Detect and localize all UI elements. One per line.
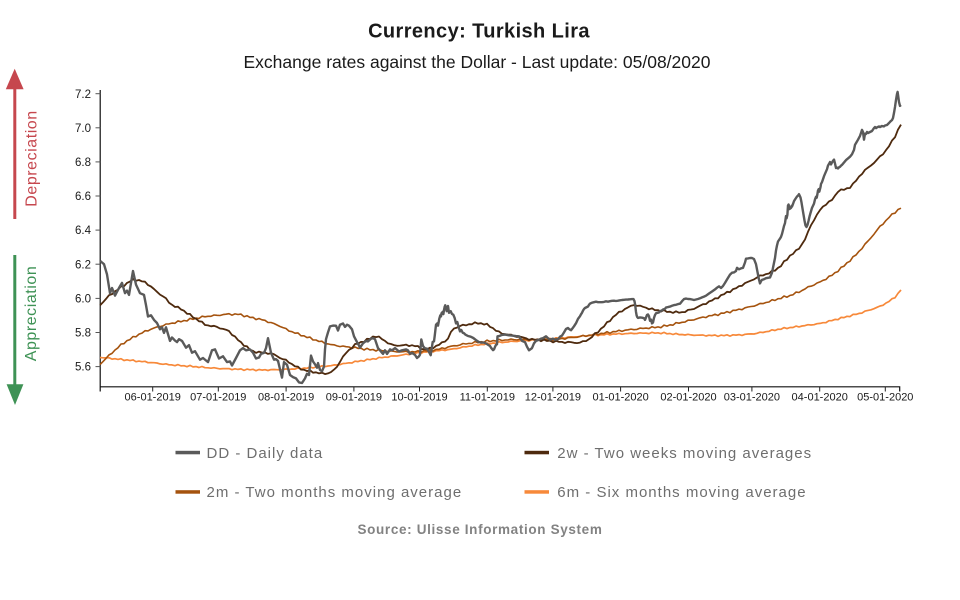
svg-text:6.2: 6.2 (75, 259, 91, 271)
svg-text:Appreciation: Appreciation (23, 266, 40, 362)
svg-text:7.2: 7.2 (75, 89, 91, 101)
svg-text:6.8: 6.8 (75, 157, 91, 169)
svg-text:7.0: 7.0 (75, 123, 91, 135)
svg-text:Currency: Turkish Lira: Currency: Turkish Lira (368, 21, 590, 43)
svg-text:11-01-2019: 11-01-2019 (460, 392, 515, 404)
svg-text:05-01-2020: 05-01-2020 (857, 392, 913, 404)
svg-text:08-01-2019: 08-01-2019 (258, 392, 314, 404)
svg-text:6.0: 6.0 (75, 294, 91, 306)
svg-text:Exchange rates against the Dol: Exchange rates against the Dollar - Last… (244, 52, 711, 72)
svg-text:2m - Two months moving average: 2m - Two months moving average (207, 484, 463, 501)
svg-text:04-01-2020: 04-01-2020 (792, 392, 848, 404)
svg-text:06-01-2019: 06-01-2019 (125, 392, 181, 404)
svg-text:09-01-2019: 09-01-2019 (326, 392, 382, 404)
svg-text:10-01-2019: 10-01-2019 (391, 392, 447, 404)
svg-text:DD - Daily data: DD - Daily data (207, 445, 324, 462)
svg-text:02-01-2020: 02-01-2020 (660, 392, 716, 404)
svg-text:6m - Six months moving average: 6m - Six months moving average (557, 484, 806, 501)
svg-text:6.6: 6.6 (75, 191, 91, 203)
svg-text:5.6: 5.6 (75, 362, 91, 374)
svg-text:07-01-2019: 07-01-2019 (190, 392, 246, 404)
svg-text:6.4: 6.4 (75, 225, 92, 237)
svg-text:12-01-2019: 12-01-2019 (525, 392, 581, 404)
svg-text:03-01-2020: 03-01-2020 (724, 392, 780, 404)
svg-text:01-01-2020: 01-01-2020 (592, 392, 648, 404)
svg-text:2w - Two weeks moving averages: 2w - Two weeks moving averages (557, 445, 812, 462)
svg-text:Depreciation: Depreciation (23, 110, 40, 206)
svg-text:5.8: 5.8 (75, 328, 91, 340)
svg-text:Source: Ulisse Information Sys: Source: Ulisse Information System (357, 522, 602, 537)
